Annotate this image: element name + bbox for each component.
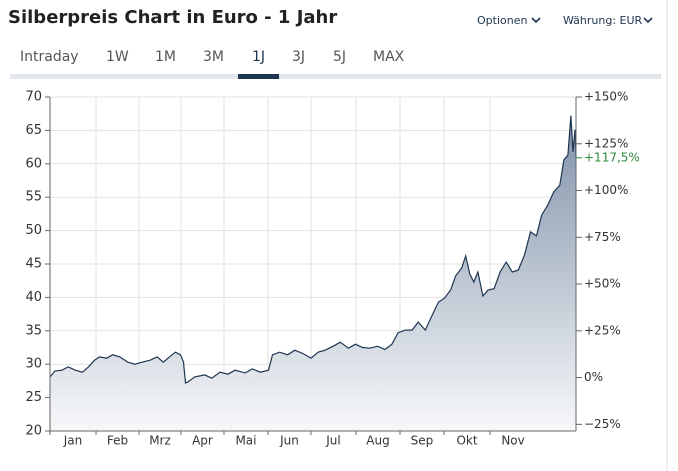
y-tick-label: 40	[25, 290, 42, 305]
x-tick-label: Jun	[279, 434, 299, 448]
y2-tick-label: −25%	[584, 417, 621, 431]
title: Silberpreis Chart in Euro - 1 Jahr	[8, 7, 337, 28]
tab[interactable]: 3J	[292, 49, 305, 65]
x-tick-label: Jul	[325, 434, 340, 448]
y-tick-label: 30	[25, 357, 42, 372]
x-tick-label: Okt	[456, 434, 477, 448]
x-tick-label: Mai	[235, 434, 256, 448]
current-change-label: +117,5%	[584, 150, 640, 164]
options-button[interactable]: Optionen	[477, 14, 527, 27]
y2-tick-label: 0%	[584, 370, 603, 384]
tab[interactable]: Intraday	[20, 49, 79, 65]
x-tick-label: Mrz	[149, 434, 171, 448]
y2-tick-label: +150%	[584, 90, 628, 104]
tab[interactable]: 1M	[155, 49, 176, 65]
y-tick-label: 45	[25, 257, 42, 272]
tab[interactable]: 1J	[252, 49, 265, 65]
line	[49, 115, 577, 384]
y-tick-label: 60	[25, 156, 42, 171]
y2-tick-label: +100%	[584, 183, 628, 197]
x-tick-label: Aug	[366, 434, 389, 448]
tab[interactable]: 3M	[203, 49, 224, 65]
chevron	[643, 17, 653, 24]
y2-tick-label: +50%	[584, 277, 621, 291]
active-tab-underline	[238, 74, 280, 79]
currency-button[interactable]: Währung: EUR	[563, 14, 643, 27]
area	[50, 115, 576, 431]
tab[interactable]: MAX	[373, 49, 405, 65]
y-tick-label: 20	[25, 424, 42, 439]
y2-tick-label: +125%	[584, 136, 628, 150]
y-tick-label: 25	[25, 390, 42, 405]
tab[interactable]: 1W	[106, 49, 129, 65]
tab[interactable]: 5J	[333, 49, 346, 65]
y-tick-label: 70	[25, 90, 42, 105]
x-tick-label: Apr	[192, 434, 213, 448]
y-tick-label: 65	[25, 123, 42, 138]
x-tick-label: Nov	[501, 434, 524, 448]
y-tick-label: 55	[25, 190, 42, 205]
y2-tick-label: +25%	[584, 323, 621, 337]
y-tick-label: 35	[25, 323, 42, 338]
y2-tick-label: +75%	[584, 230, 621, 244]
y-tick-label: 50	[25, 223, 42, 238]
chevron	[531, 17, 541, 24]
x-tick-label: Feb	[107, 434, 128, 448]
x-tick-label: Jan	[63, 434, 83, 448]
tab-bar	[10, 74, 661, 79]
x-tick-label: Sep	[411, 434, 434, 448]
